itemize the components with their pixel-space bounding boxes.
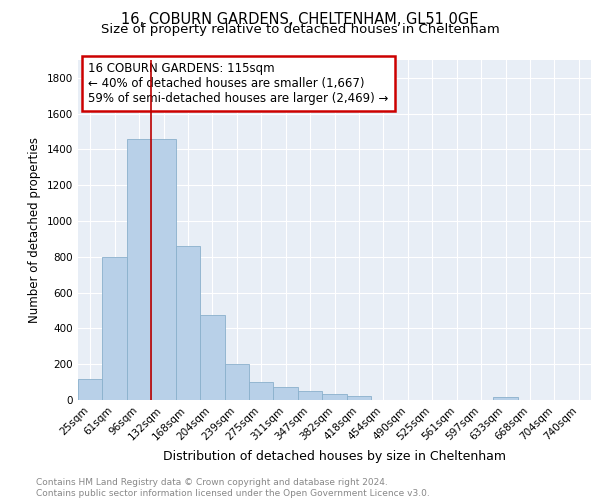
Bar xyxy=(493,397,518,400)
Bar xyxy=(347,396,371,400)
Bar xyxy=(176,246,200,400)
Bar xyxy=(151,138,176,400)
X-axis label: Distribution of detached houses by size in Cheltenham: Distribution of detached houses by size … xyxy=(163,450,506,463)
Bar xyxy=(200,315,224,400)
Y-axis label: Number of detached properties: Number of detached properties xyxy=(28,137,41,323)
Bar xyxy=(298,391,322,400)
Bar xyxy=(78,380,103,400)
Bar xyxy=(322,394,347,400)
Text: Size of property relative to detached houses in Cheltenham: Size of property relative to detached ho… xyxy=(101,22,499,36)
Text: 16 COBURN GARDENS: 115sqm
← 40% of detached houses are smaller (1,667)
59% of se: 16 COBURN GARDENS: 115sqm ← 40% of detac… xyxy=(88,62,389,104)
Bar xyxy=(127,138,151,400)
Text: 16, COBURN GARDENS, CHELTENHAM, GL51 0GE: 16, COBURN GARDENS, CHELTENHAM, GL51 0GE xyxy=(121,12,479,28)
Bar xyxy=(249,382,274,400)
Bar xyxy=(103,257,127,400)
Bar xyxy=(224,364,249,400)
Text: Contains HM Land Registry data © Crown copyright and database right 2024.
Contai: Contains HM Land Registry data © Crown c… xyxy=(36,478,430,498)
Bar xyxy=(274,388,298,400)
